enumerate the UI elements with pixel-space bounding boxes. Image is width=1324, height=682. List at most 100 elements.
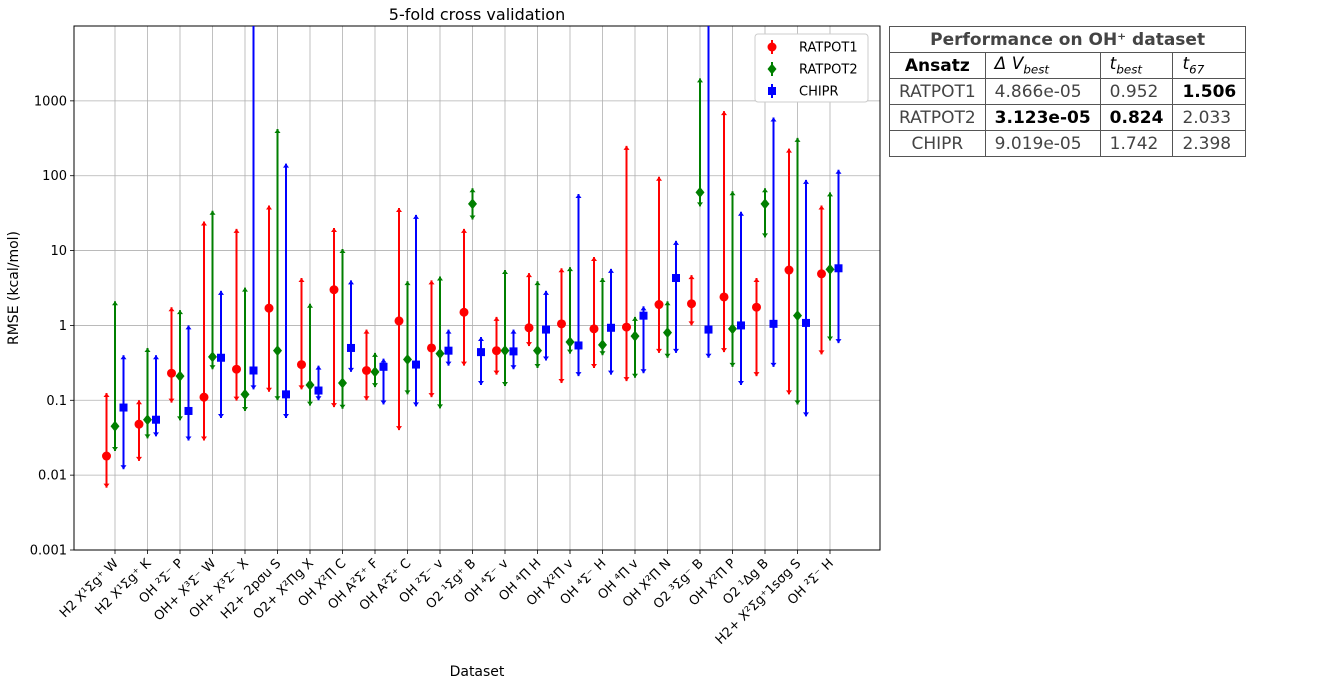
table-cell-tbest: 0.952 (1099, 78, 1174, 105)
error-cap-upper (526, 273, 532, 278)
error-cap-lower (112, 447, 118, 452)
error-cap-upper (404, 281, 411, 286)
data-point (338, 377, 347, 389)
data-point (663, 327, 672, 339)
data-point (607, 323, 615, 332)
plot-frame (73, 25, 881, 551)
data-point (412, 360, 420, 369)
error-cap-upper (673, 240, 679, 245)
series-chipr (119, 26, 843, 470)
error-cap-upper (233, 228, 240, 233)
legend-label: CHIPR (799, 85, 839, 100)
error-cap-lower (177, 416, 183, 421)
error-cap-lower (705, 353, 712, 358)
error-cap-upper (753, 278, 760, 283)
data-point (427, 343, 436, 353)
legend-box (754, 33, 869, 103)
data-point (834, 264, 843, 273)
data-point (282, 390, 290, 399)
data-point (598, 339, 607, 351)
data-point (737, 321, 745, 330)
table-header-delta-v: Δ Vbest (984, 52, 1101, 79)
data-point (565, 336, 575, 348)
error-cap-lower (493, 370, 500, 375)
table-header-t-best: tbest (1099, 52, 1174, 79)
data-point (509, 347, 518, 356)
data-point (793, 310, 802, 322)
y-tick-label: 1 (59, 319, 67, 334)
data-point (622, 322, 631, 332)
table-cell-t67: 2.033 (1172, 104, 1247, 131)
data-point (379, 362, 388, 371)
error-cap-lower (136, 456, 142, 461)
legend: RATPOT1 RATPOT2 CHIPR (754, 33, 869, 103)
error-cap-lower (835, 339, 842, 344)
data-point (557, 319, 566, 329)
error-cap-upper (770, 117, 777, 122)
error-cap-upper (112, 301, 118, 306)
data-point (687, 299, 696, 309)
chart-title: 5-fold cross validation (389, 5, 565, 24)
error-cap-upper (372, 352, 378, 357)
legend-marker (768, 87, 776, 95)
series-ratpot2 (110, 78, 835, 452)
error-cap-lower (818, 350, 825, 355)
performance-table: Performance on OH⁺ dataset Ansatz Δ Vbes… (888, 26, 1247, 157)
error-cap-lower (445, 361, 452, 366)
data-point (232, 364, 241, 374)
legend-marker (767, 42, 777, 52)
data-point (394, 316, 404, 326)
data-point (477, 348, 485, 357)
table-header-ansatz: Ansatz (889, 52, 986, 79)
error-cap-lower (803, 412, 809, 417)
y-tick-label: 0.01 (38, 469, 67, 484)
error-cap-lower (396, 426, 402, 431)
error-cap-upper (274, 129, 281, 134)
error-cap-lower (543, 356, 549, 361)
error-cap-upper (177, 310, 183, 315)
error-cap-upper (827, 192, 833, 197)
data-point (825, 263, 835, 275)
error-cap-lower (201, 436, 207, 441)
x-axis-title: Dataset (450, 664, 505, 680)
error-cap-upper (599, 278, 606, 283)
error-cap-upper (493, 316, 500, 321)
data-point (249, 366, 258, 375)
table-cell-dv: 3.123e-05 (984, 104, 1101, 131)
error-cap-upper (396, 208, 402, 213)
error-cap-upper (688, 275, 695, 280)
error-cap-upper (469, 188, 476, 193)
error-cap-upper (315, 365, 322, 370)
error-cap-lower (770, 362, 777, 367)
error-cap-upper (298, 278, 305, 283)
error-cap-upper (632, 316, 638, 321)
error-cap-upper (729, 191, 736, 196)
data-point (199, 392, 209, 402)
error-cap-lower (331, 403, 337, 408)
table-cell-tbest: 0.824 (1099, 104, 1174, 131)
error-cap-lower (469, 215, 476, 220)
data-point (533, 345, 542, 357)
data-point (589, 324, 599, 334)
error-cap-upper (209, 210, 216, 215)
error-cap-upper (413, 214, 419, 219)
data-point (273, 345, 282, 357)
error-cap-lower (738, 381, 744, 386)
data-point (760, 198, 770, 210)
error-cap-upper (608, 268, 614, 273)
data-point (719, 292, 729, 302)
error-cap-upper (136, 400, 142, 405)
data-point (102, 451, 111, 461)
error-cap-lower (437, 404, 443, 409)
data-point (654, 300, 664, 310)
error-cap-lower (372, 383, 378, 388)
error-cap-upper (307, 303, 313, 308)
data-point (500, 345, 510, 357)
error-cap-lower (526, 342, 532, 347)
error-cap-lower (363, 396, 370, 401)
error-cap-upper (428, 280, 435, 285)
data-point (817, 269, 826, 279)
error-cap-upper (445, 329, 452, 334)
error-cap-upper (835, 169, 842, 174)
error-cap-lower (339, 404, 346, 409)
